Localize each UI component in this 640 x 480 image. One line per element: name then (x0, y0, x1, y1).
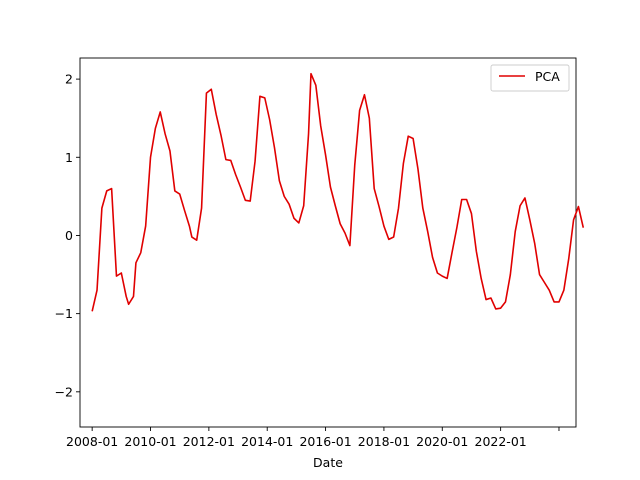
x-tick-label: 2014-01 (241, 434, 293, 449)
plot-area-frame (79, 57, 577, 428)
y-tick-label: 0 (65, 228, 73, 243)
x-axis: 2008-01 2010-01 2012-01 2014-01 2016-01 2018-… (66, 427, 560, 449)
x-tick-label: 2022-01 (475, 434, 527, 449)
series-line-pca (91, 72, 585, 312)
y-tick-label: 2 (65, 72, 73, 87)
legend-label-pca: PCA (535, 69, 560, 84)
x-tick-label: 2020-01 (416, 434, 468, 449)
y-tick-label: −2 (55, 384, 73, 399)
legend-box (490, 64, 570, 92)
x-tick-label: 2012-01 (183, 434, 235, 449)
x-axis-title: Date (313, 455, 343, 470)
x-tick-label: 2010-01 (124, 434, 176, 449)
y-tick-label: −1 (55, 306, 73, 321)
y-axis: −2 −1 0 1 2 (55, 72, 80, 399)
x-tick-label: 2016-01 (299, 434, 351, 449)
legend: PCA (490, 64, 570, 92)
x-tick-label: 2018-01 (358, 434, 410, 449)
y-tick-label: 1 (65, 150, 73, 165)
x-tick-label: 2008-01 (66, 434, 118, 449)
